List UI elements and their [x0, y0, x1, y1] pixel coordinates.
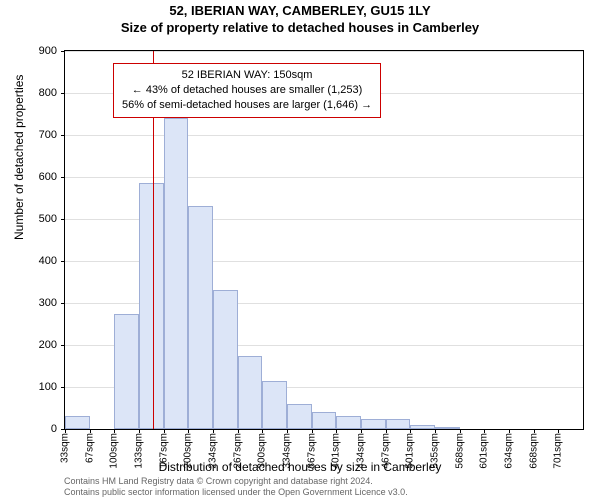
histogram-bar	[238, 356, 263, 430]
info-box-line1: 52 IBERIAN WAY: 150sqm	[122, 68, 372, 83]
histogram-bar	[114, 314, 139, 430]
histogram-bar	[139, 183, 164, 429]
histogram-bar	[410, 425, 435, 429]
histogram-bar	[435, 427, 460, 429]
chart-title: 52, IBERIAN WAY, CAMBERLEY, GU15 1LY	[0, 0, 600, 20]
y-tick-label: 600	[39, 171, 65, 183]
histogram-bar	[361, 419, 386, 430]
attribution-line2: Contains public sector information licen…	[64, 487, 584, 498]
grid-line	[65, 51, 583, 52]
histogram-bar	[386, 419, 411, 430]
histogram-bar	[164, 118, 189, 429]
grid-line	[65, 177, 583, 178]
y-tick-label: 700	[39, 129, 65, 141]
chart-container: 52, IBERIAN WAY, CAMBERLEY, GU15 1LY Siz…	[0, 0, 600, 500]
histogram-bar	[65, 416, 90, 429]
y-tick-label: 200	[39, 339, 65, 351]
histogram-bar	[262, 381, 287, 429]
attribution: Contains HM Land Registry data © Crown c…	[64, 476, 584, 499]
x-tick-label: 67sqm	[84, 433, 95, 463]
info-box-line2: ← 43% of detached houses are smaller (1,…	[122, 83, 372, 98]
attribution-line1: Contains HM Land Registry data © Crown c…	[64, 476, 584, 487]
info-box-line3: 56% of semi-detached houses are larger (…	[122, 98, 372, 113]
plot-area: 010020030040050060070080090033sqm67sqm10…	[64, 50, 584, 430]
y-tick-label: 400	[39, 255, 65, 267]
y-tick-label: 300	[39, 297, 65, 309]
x-tick-label: 33sqm	[60, 433, 71, 463]
chart-subtitle: Size of property relative to detached ho…	[0, 20, 600, 37]
histogram-bar	[336, 416, 361, 429]
marker-info-box: 52 IBERIAN WAY: 150sqm ← 43% of detached…	[113, 63, 381, 118]
histogram-bar	[312, 412, 337, 429]
y-axis-title: Number of detached properties	[12, 75, 26, 240]
y-tick-label: 800	[39, 87, 65, 99]
y-tick-label: 900	[39, 45, 65, 57]
histogram-bar	[287, 404, 312, 429]
histogram-bar	[188, 206, 213, 429]
histogram-bar	[213, 290, 238, 429]
y-tick-label: 500	[39, 213, 65, 225]
grid-line	[65, 135, 583, 136]
x-axis-title: Distribution of detached houses by size …	[0, 460, 600, 474]
y-tick-label: 100	[39, 381, 65, 393]
